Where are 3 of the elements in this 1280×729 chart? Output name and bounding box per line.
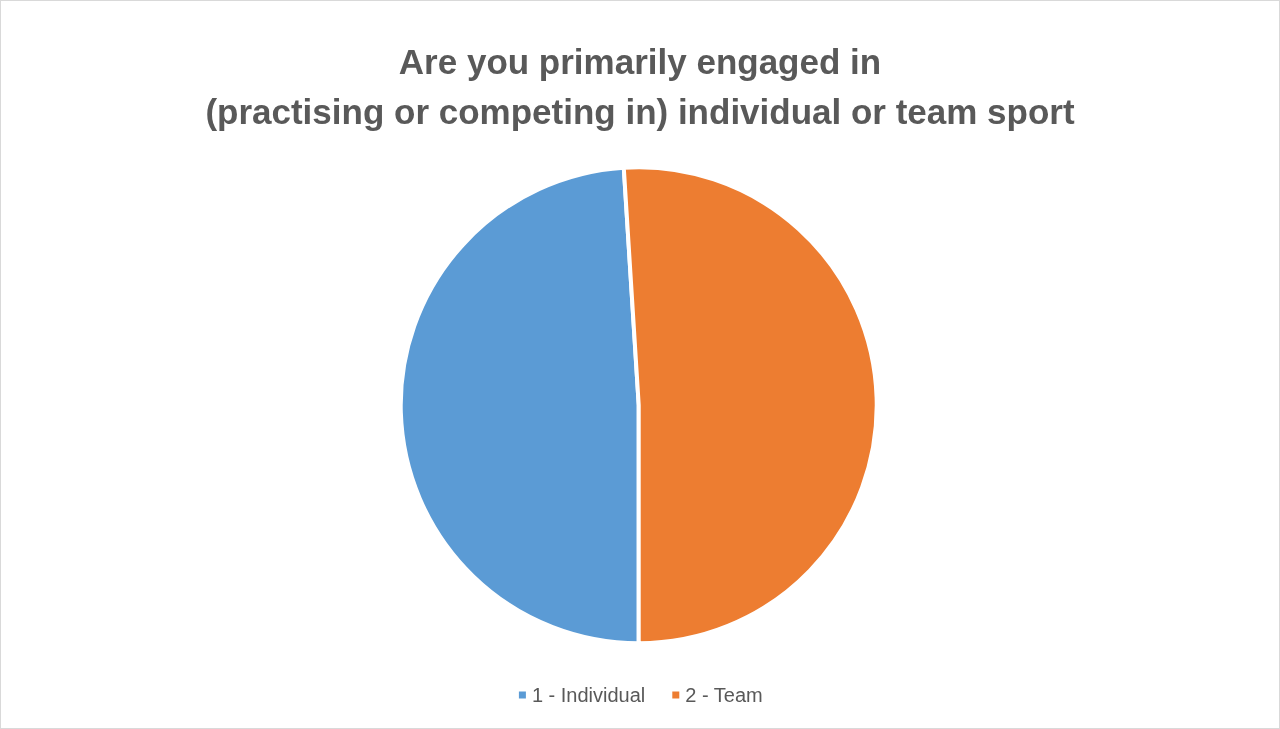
legend-label: 2 - Team [685,684,763,706]
legend-label: 1 - Individual [531,684,646,706]
chart-title: Are you primarily engaged in (practising or competing in) individual or team sport [205,41,1075,131]
